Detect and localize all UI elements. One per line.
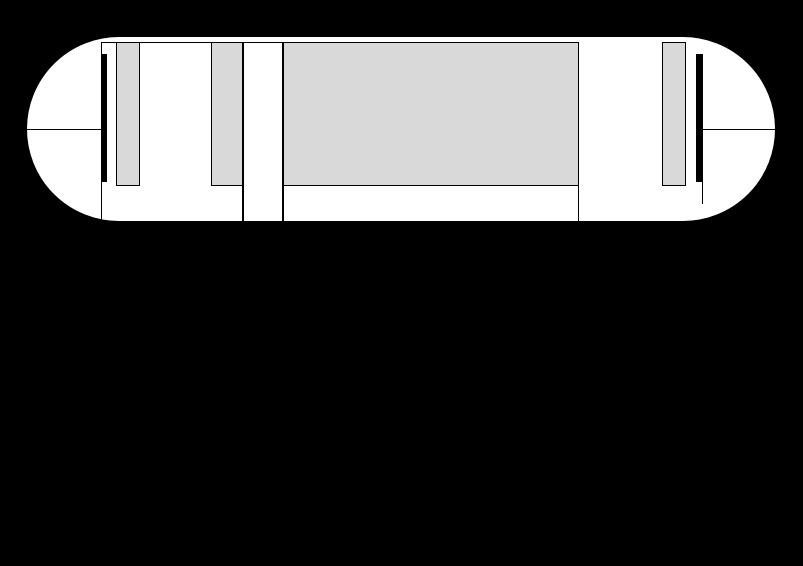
midline-left: [26, 129, 101, 130]
label-a: A: [93, 16, 107, 36]
gray-rect-b: [116, 42, 140, 186]
label-d: D: [218, 16, 232, 36]
gray-rect-d: [211, 42, 243, 186]
midline-right: [702, 129, 776, 130]
label-g: G: [668, 16, 682, 36]
thick-bar-a: [101, 54, 107, 182]
thick-bar-right: [696, 54, 702, 182]
gray-rect-g: [662, 42, 686, 186]
ghost-block-e: [243, 42, 283, 222]
diagram-canvas: { "canvas": { "width": 803, "height": 56…: [0, 0, 803, 566]
label-f: F: [420, 16, 431, 36]
inner-vline-right: [702, 54, 703, 204]
gray-rect-f: [283, 42, 579, 186]
label-b: B: [120, 16, 133, 36]
label-e: E: [254, 16, 266, 36]
label-c: C: [165, 16, 178, 36]
